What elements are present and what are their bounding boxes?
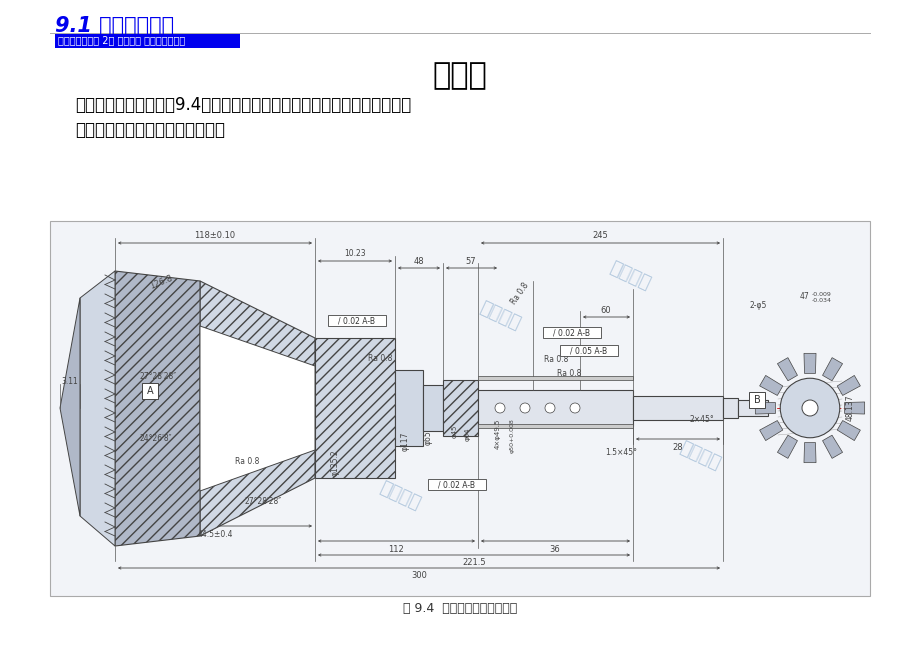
Text: 47: 47 — [800, 292, 809, 301]
Bar — [632, 396, 722, 420]
Bar — [478, 424, 632, 428]
Text: 2-φ5: 2-φ5 — [749, 301, 766, 311]
Bar — [748, 392, 765, 408]
Bar — [314, 338, 394, 478]
Polygon shape — [199, 281, 314, 536]
Text: / 0.02 A-B: / 0.02 A-B — [553, 328, 590, 337]
Text: 机械制造工艺学 2版 郑修仁等 清华大学出版社: 机械制造工艺学 2版 郑修仁等 清华大学出版社 — [58, 35, 185, 45]
Text: 张朔讲师: 张朔讲师 — [137, 459, 183, 493]
Text: 10.23: 10.23 — [344, 249, 366, 258]
Text: 300: 300 — [411, 571, 426, 580]
Polygon shape — [803, 443, 815, 463]
Text: 48: 48 — [414, 257, 424, 266]
Bar — [394, 370, 423, 446]
Text: B: B — [753, 395, 759, 405]
Text: 221.5: 221.5 — [461, 558, 485, 567]
Polygon shape — [777, 436, 797, 458]
Text: Ra 0.8: Ra 0.8 — [556, 369, 581, 378]
Circle shape — [544, 403, 554, 413]
Polygon shape — [836, 421, 859, 441]
Bar — [50, 221, 869, 596]
Text: 60: 60 — [600, 306, 610, 315]
Polygon shape — [844, 402, 864, 414]
Text: -0.034: -0.034 — [811, 298, 831, 303]
Text: 张朔讲师: 张朔讲师 — [676, 439, 722, 473]
Text: 57: 57 — [465, 257, 476, 266]
Text: 112: 112 — [388, 545, 403, 554]
Text: 2×45°: 2×45° — [689, 415, 714, 424]
Text: 张朔讲师: 张朔讲师 — [376, 478, 423, 513]
Text: A: A — [146, 386, 153, 396]
Text: 9.1 轴类零件工艺: 9.1 轴类零件工艺 — [55, 16, 174, 36]
Bar — [722, 398, 737, 418]
Bar — [737, 400, 767, 416]
Text: 1.5×45°: 1.5×45° — [605, 448, 636, 457]
Text: 主动锥齿轮轴零件如图9.4所示。生产类型是大批大量，规模化生产。其机: 主动锥齿轮轴零件如图9.4所示。生产类型是大批大量，规模化生产。其机 — [75, 96, 411, 114]
Text: φ117: φ117 — [400, 432, 409, 450]
Polygon shape — [803, 353, 815, 374]
Text: 4×φ49.5: 4×φ49.5 — [494, 419, 501, 449]
Bar — [478, 390, 632, 426]
Bar — [427, 479, 485, 490]
Text: 245: 245 — [592, 231, 607, 240]
Text: Ra 0.8: Ra 0.8 — [234, 457, 259, 466]
Bar — [443, 380, 478, 436]
Text: 27°28′28″: 27°28′28″ — [140, 372, 177, 381]
Text: 44.5±0.4: 44.5±0.4 — [197, 530, 233, 539]
Text: φ65: φ65 — [423, 430, 432, 445]
Text: 3.11: 3.11 — [62, 377, 78, 386]
Circle shape — [519, 403, 529, 413]
Text: φ64: φ64 — [464, 427, 471, 441]
Bar — [142, 383, 158, 399]
Text: 24°26′8″: 24°26′8″ — [140, 434, 173, 443]
Text: / 0.05 A-B: / 0.05 A-B — [570, 346, 607, 355]
Text: 27°28′28″: 27°28′28″ — [244, 497, 282, 506]
Text: Ra 0.8: Ra 0.8 — [368, 354, 391, 363]
Text: 48.137: 48.137 — [845, 395, 854, 421]
Polygon shape — [199, 326, 314, 491]
Text: Ra 0.8: Ra 0.8 — [543, 355, 568, 364]
Text: Ra 0.8: Ra 0.8 — [509, 281, 530, 306]
Text: 图 9.4  主动锥齿轮轴零件简图: 图 9.4 主动锥齿轮轴零件简图 — [403, 602, 516, 615]
Polygon shape — [777, 357, 797, 381]
Text: φ45: φ45 — [451, 424, 458, 437]
Polygon shape — [60, 298, 80, 516]
Text: / 0.02 A-B: / 0.02 A-B — [338, 316, 375, 325]
Bar — [55, 34, 240, 48]
Text: 张朔讲师: 张朔讲师 — [476, 299, 523, 333]
Text: φ50+0.008: φ50+0.008 — [509, 419, 514, 453]
Text: -0.009: -0.009 — [811, 292, 831, 297]
Text: 126.8: 126.8 — [149, 273, 174, 291]
Text: 118±0.10: 118±0.10 — [194, 231, 235, 240]
Polygon shape — [80, 271, 115, 546]
Bar — [542, 327, 600, 338]
Text: 28: 28 — [672, 443, 683, 452]
Circle shape — [570, 403, 579, 413]
Bar — [423, 385, 443, 431]
Circle shape — [779, 378, 839, 437]
Circle shape — [801, 400, 817, 416]
Text: 零件图: 零件图 — [432, 61, 487, 90]
Polygon shape — [836, 376, 859, 395]
Text: 36: 36 — [549, 545, 560, 554]
Text: / 0.02 A-B: / 0.02 A-B — [438, 480, 475, 489]
Circle shape — [494, 403, 505, 413]
Text: φ135.2: φ135.2 — [330, 450, 339, 477]
Polygon shape — [115, 271, 199, 546]
Text: 械加工工艺成熟，且具有代表性。: 械加工工艺成熟，且具有代表性。 — [75, 121, 225, 139]
Text: 张朔讲师: 张朔讲师 — [606, 258, 652, 293]
Polygon shape — [754, 402, 775, 414]
Polygon shape — [759, 376, 782, 395]
Polygon shape — [822, 436, 842, 458]
Polygon shape — [822, 357, 842, 381]
Bar — [328, 315, 386, 326]
Bar — [478, 376, 632, 380]
Bar — [560, 345, 618, 356]
Text: 张朔讲师: 张朔讲师 — [226, 349, 273, 383]
Polygon shape — [759, 421, 782, 441]
